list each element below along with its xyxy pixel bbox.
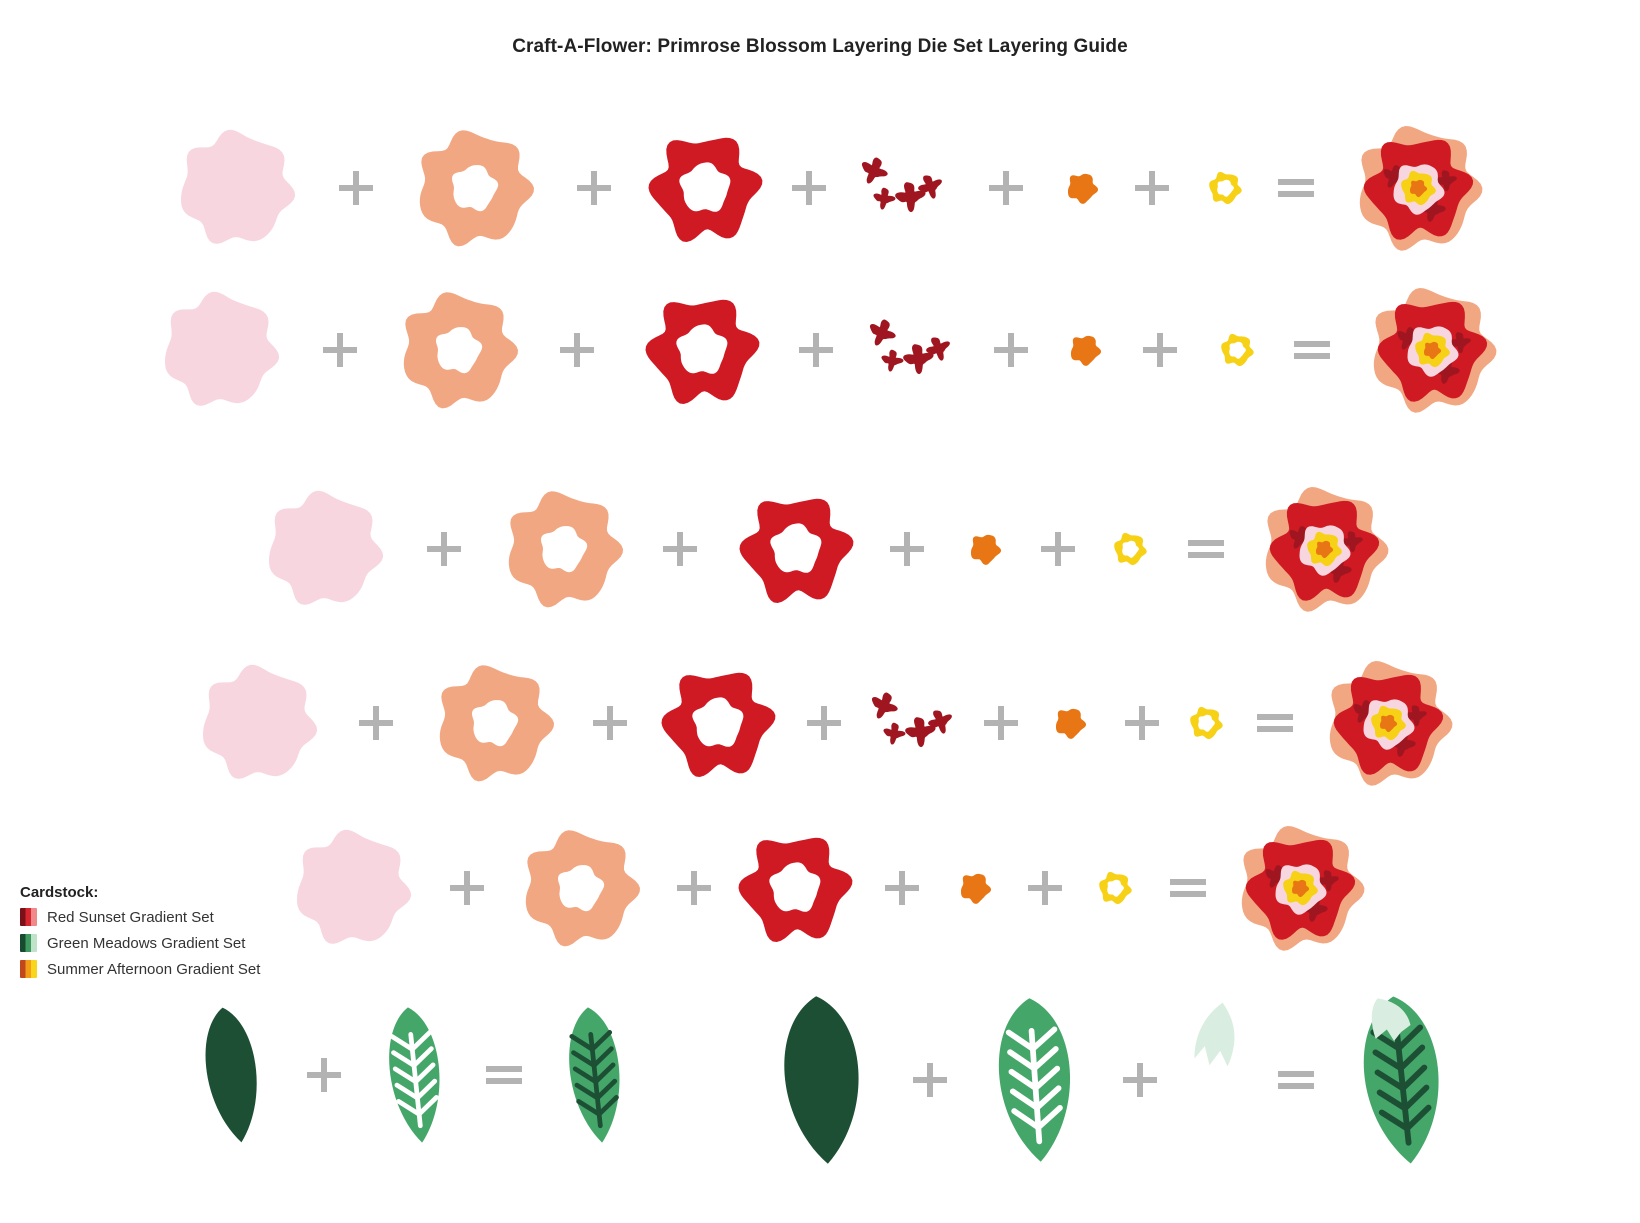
legend-item-green-meadows: Green Meadows Gradient Set xyxy=(20,930,260,956)
assembled-primrose-4 xyxy=(1329,661,1453,786)
yellow-ring-layer xyxy=(1114,533,1147,565)
yellow-ring-layer xyxy=(1221,334,1254,366)
plus-operator xyxy=(792,171,826,205)
legend-heading: Cardstock: xyxy=(20,884,99,901)
dark-red-detail-layer xyxy=(861,157,942,213)
plus-operator xyxy=(807,706,841,740)
orange-center-layer xyxy=(961,873,991,904)
legend-label: Summer Afternoon Gradient Set xyxy=(47,960,261,978)
plus-operator xyxy=(323,333,357,367)
legend-label: Green Meadows Gradient Set xyxy=(47,934,246,952)
peach-petal-layer xyxy=(525,830,640,947)
assembled-primrose-5 xyxy=(1241,826,1365,951)
yellow-swatch-icon xyxy=(20,960,37,978)
legend-item-summer-afternoon: Summer Afternoon Gradient Set xyxy=(20,956,260,982)
page-title: Craft-A-Flower: Primrose Blossom Layerin… xyxy=(512,36,1128,57)
assembled-primrose-2 xyxy=(1373,288,1497,413)
legend-item-red-sunset: Red Sunset Gradient Set xyxy=(20,904,260,930)
peach-petal-layer xyxy=(419,130,534,247)
pink-base-layer xyxy=(165,291,280,406)
plus-operator xyxy=(984,706,1018,740)
assembled-large-leaf xyxy=(1363,996,1439,1164)
red-petal-layer xyxy=(661,672,776,777)
orange-center-layer xyxy=(1068,173,1098,204)
plus-operator xyxy=(885,871,919,905)
plus-operator xyxy=(307,1058,341,1092)
equals-operator xyxy=(1278,179,1314,197)
assembled-primrose-1 xyxy=(1359,126,1483,251)
plus-operator xyxy=(1125,706,1159,740)
plus-operator xyxy=(450,871,484,905)
peach-petal-layer xyxy=(508,491,623,608)
equals-operator xyxy=(1294,341,1330,359)
pink-base-layer xyxy=(297,829,412,944)
equals-operator xyxy=(1188,540,1224,558)
dark-red-detail-layer xyxy=(869,319,950,375)
plus-operator xyxy=(890,532,924,566)
pink-base-layer xyxy=(181,129,296,244)
plus-operator xyxy=(577,171,611,205)
red-swatch-icon xyxy=(20,908,37,926)
plus-operator xyxy=(359,706,393,740)
plus-operator xyxy=(799,333,833,367)
cardstock-legend: Cardstock: Red Sunset Gradient Set Green… xyxy=(20,884,260,982)
equals-operator xyxy=(1278,1071,1314,1089)
yellow-ring-layer xyxy=(1209,172,1242,204)
yellow-ring-layer xyxy=(1190,707,1223,739)
equals-operator xyxy=(486,1066,522,1084)
assembled-primrose-3 xyxy=(1265,487,1389,612)
plus-operator xyxy=(1028,871,1062,905)
peach-petal-layer xyxy=(403,292,518,409)
plus-operator xyxy=(989,171,1023,205)
plus-operator xyxy=(677,871,711,905)
peach-petal-layer xyxy=(439,665,554,782)
pale-green-tip-layer xyxy=(1194,1002,1235,1067)
dark-red-detail-layer xyxy=(871,692,952,748)
plus-operator xyxy=(427,532,461,566)
plus-operator xyxy=(994,333,1028,367)
assembled-small-leaf xyxy=(569,1007,620,1143)
red-petal-layer xyxy=(648,137,763,242)
plus-operator xyxy=(1123,1063,1157,1097)
dark-green-leaf-base xyxy=(784,996,859,1164)
green-swatch-icon xyxy=(20,934,37,952)
plus-operator xyxy=(560,333,594,367)
legend-label: Red Sunset Gradient Set xyxy=(47,908,214,926)
orange-center-layer xyxy=(1071,335,1101,366)
equals-operator xyxy=(1170,879,1206,897)
plus-operator xyxy=(1041,532,1075,566)
plus-operator xyxy=(913,1063,947,1097)
red-petal-layer xyxy=(738,837,853,942)
pink-base-layer xyxy=(203,664,318,779)
yellow-ring-layer xyxy=(1099,872,1132,904)
orange-center-layer xyxy=(971,534,1001,565)
pink-base-layer xyxy=(269,490,384,605)
plus-operator xyxy=(593,706,627,740)
red-petal-layer xyxy=(645,299,760,404)
dark-green-leaf-base xyxy=(205,1007,257,1143)
plus-operator xyxy=(1135,171,1169,205)
red-petal-layer xyxy=(739,498,854,603)
equals-operator xyxy=(1257,714,1293,732)
plus-operator xyxy=(663,532,697,566)
green-veined-leaf-layer xyxy=(998,998,1070,1162)
plus-operator xyxy=(339,171,373,205)
orange-center-layer xyxy=(1056,708,1086,739)
green-veined-leaf-layer xyxy=(389,1007,440,1143)
plus-operator xyxy=(1143,333,1177,367)
